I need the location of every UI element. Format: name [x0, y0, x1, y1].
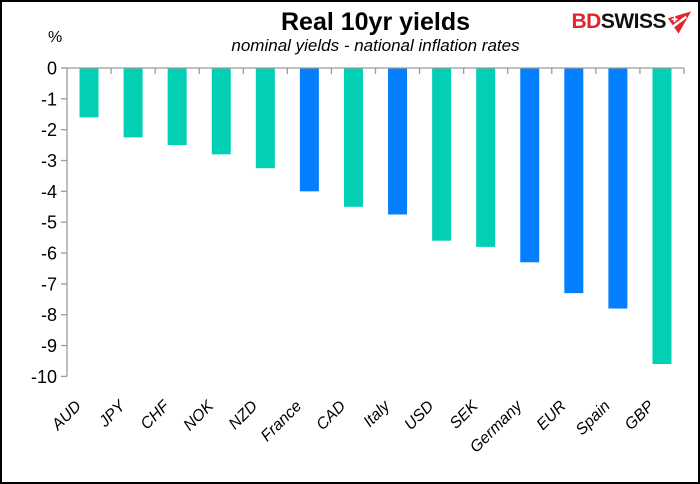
y-tick-label: -4 [41, 182, 57, 202]
y-tick-label: -2 [41, 120, 57, 140]
bar-USD [432, 68, 452, 241]
x-category-label-Spain: Spain [573, 398, 614, 439]
x-category-label-SEK: SEK [447, 397, 483, 433]
bar-CAD [343, 68, 363, 207]
logo-pennant-icon [667, 11, 692, 34]
x-category-label-AUD: AUD [48, 397, 85, 434]
logo-text-swiss: SWISS [600, 10, 667, 33]
bar-JPY [123, 68, 143, 138]
bar-AUD [79, 68, 99, 118]
x-category-label-USD: USD [402, 397, 438, 433]
y-tick-label: -10 [31, 367, 57, 387]
brand-logo: BD SWISS [571, 11, 692, 36]
bar-GBP [652, 68, 672, 365]
bar-NOK [211, 68, 231, 155]
x-category-label-NOK: NOK [181, 397, 218, 434]
y-tick-label: -5 [41, 213, 57, 233]
bar-Germany [520, 68, 540, 263]
logo-text-bd: BD [571, 10, 601, 33]
y-tick-label: -7 [41, 274, 57, 294]
y-tick-label: -3 [41, 151, 57, 171]
title-block: Real 10yr yields nominal yields - nation… [67, 8, 684, 56]
x-category-label-GBP: GBP [622, 398, 658, 434]
bar-SEK [476, 68, 496, 247]
x-category-label-EUR: EUR [534, 397, 570, 433]
bar-Spain [608, 68, 628, 309]
bar-France [299, 68, 319, 192]
bar-CHF [167, 68, 187, 146]
chart-title: Real 10yr yields [280, 8, 470, 36]
bar-EUR [564, 68, 584, 294]
y-tick-label: -1 [41, 89, 57, 109]
x-category-label-JPY: JPY [95, 397, 129, 431]
chart-subtitle: nominal yields - national inflation rate… [231, 36, 520, 55]
y-tick-label: 0 [47, 59, 57, 79]
y-tick-label: -8 [41, 305, 57, 325]
bar-NZD [255, 68, 275, 169]
y-tick-label: -6 [41, 244, 57, 264]
x-category-label-CHF: CHF [138, 397, 174, 433]
y-tick-label: -9 [41, 336, 57, 356]
bar-Italy [388, 68, 408, 215]
x-category-label-CAD: CAD [313, 397, 349, 433]
y-axis-unit-label: % [48, 29, 63, 46]
x-category-label-Italy: Italy [361, 397, 394, 430]
x-category-label-France: France [258, 398, 305, 445]
x-category-label-NZD: NZD [226, 397, 262, 433]
